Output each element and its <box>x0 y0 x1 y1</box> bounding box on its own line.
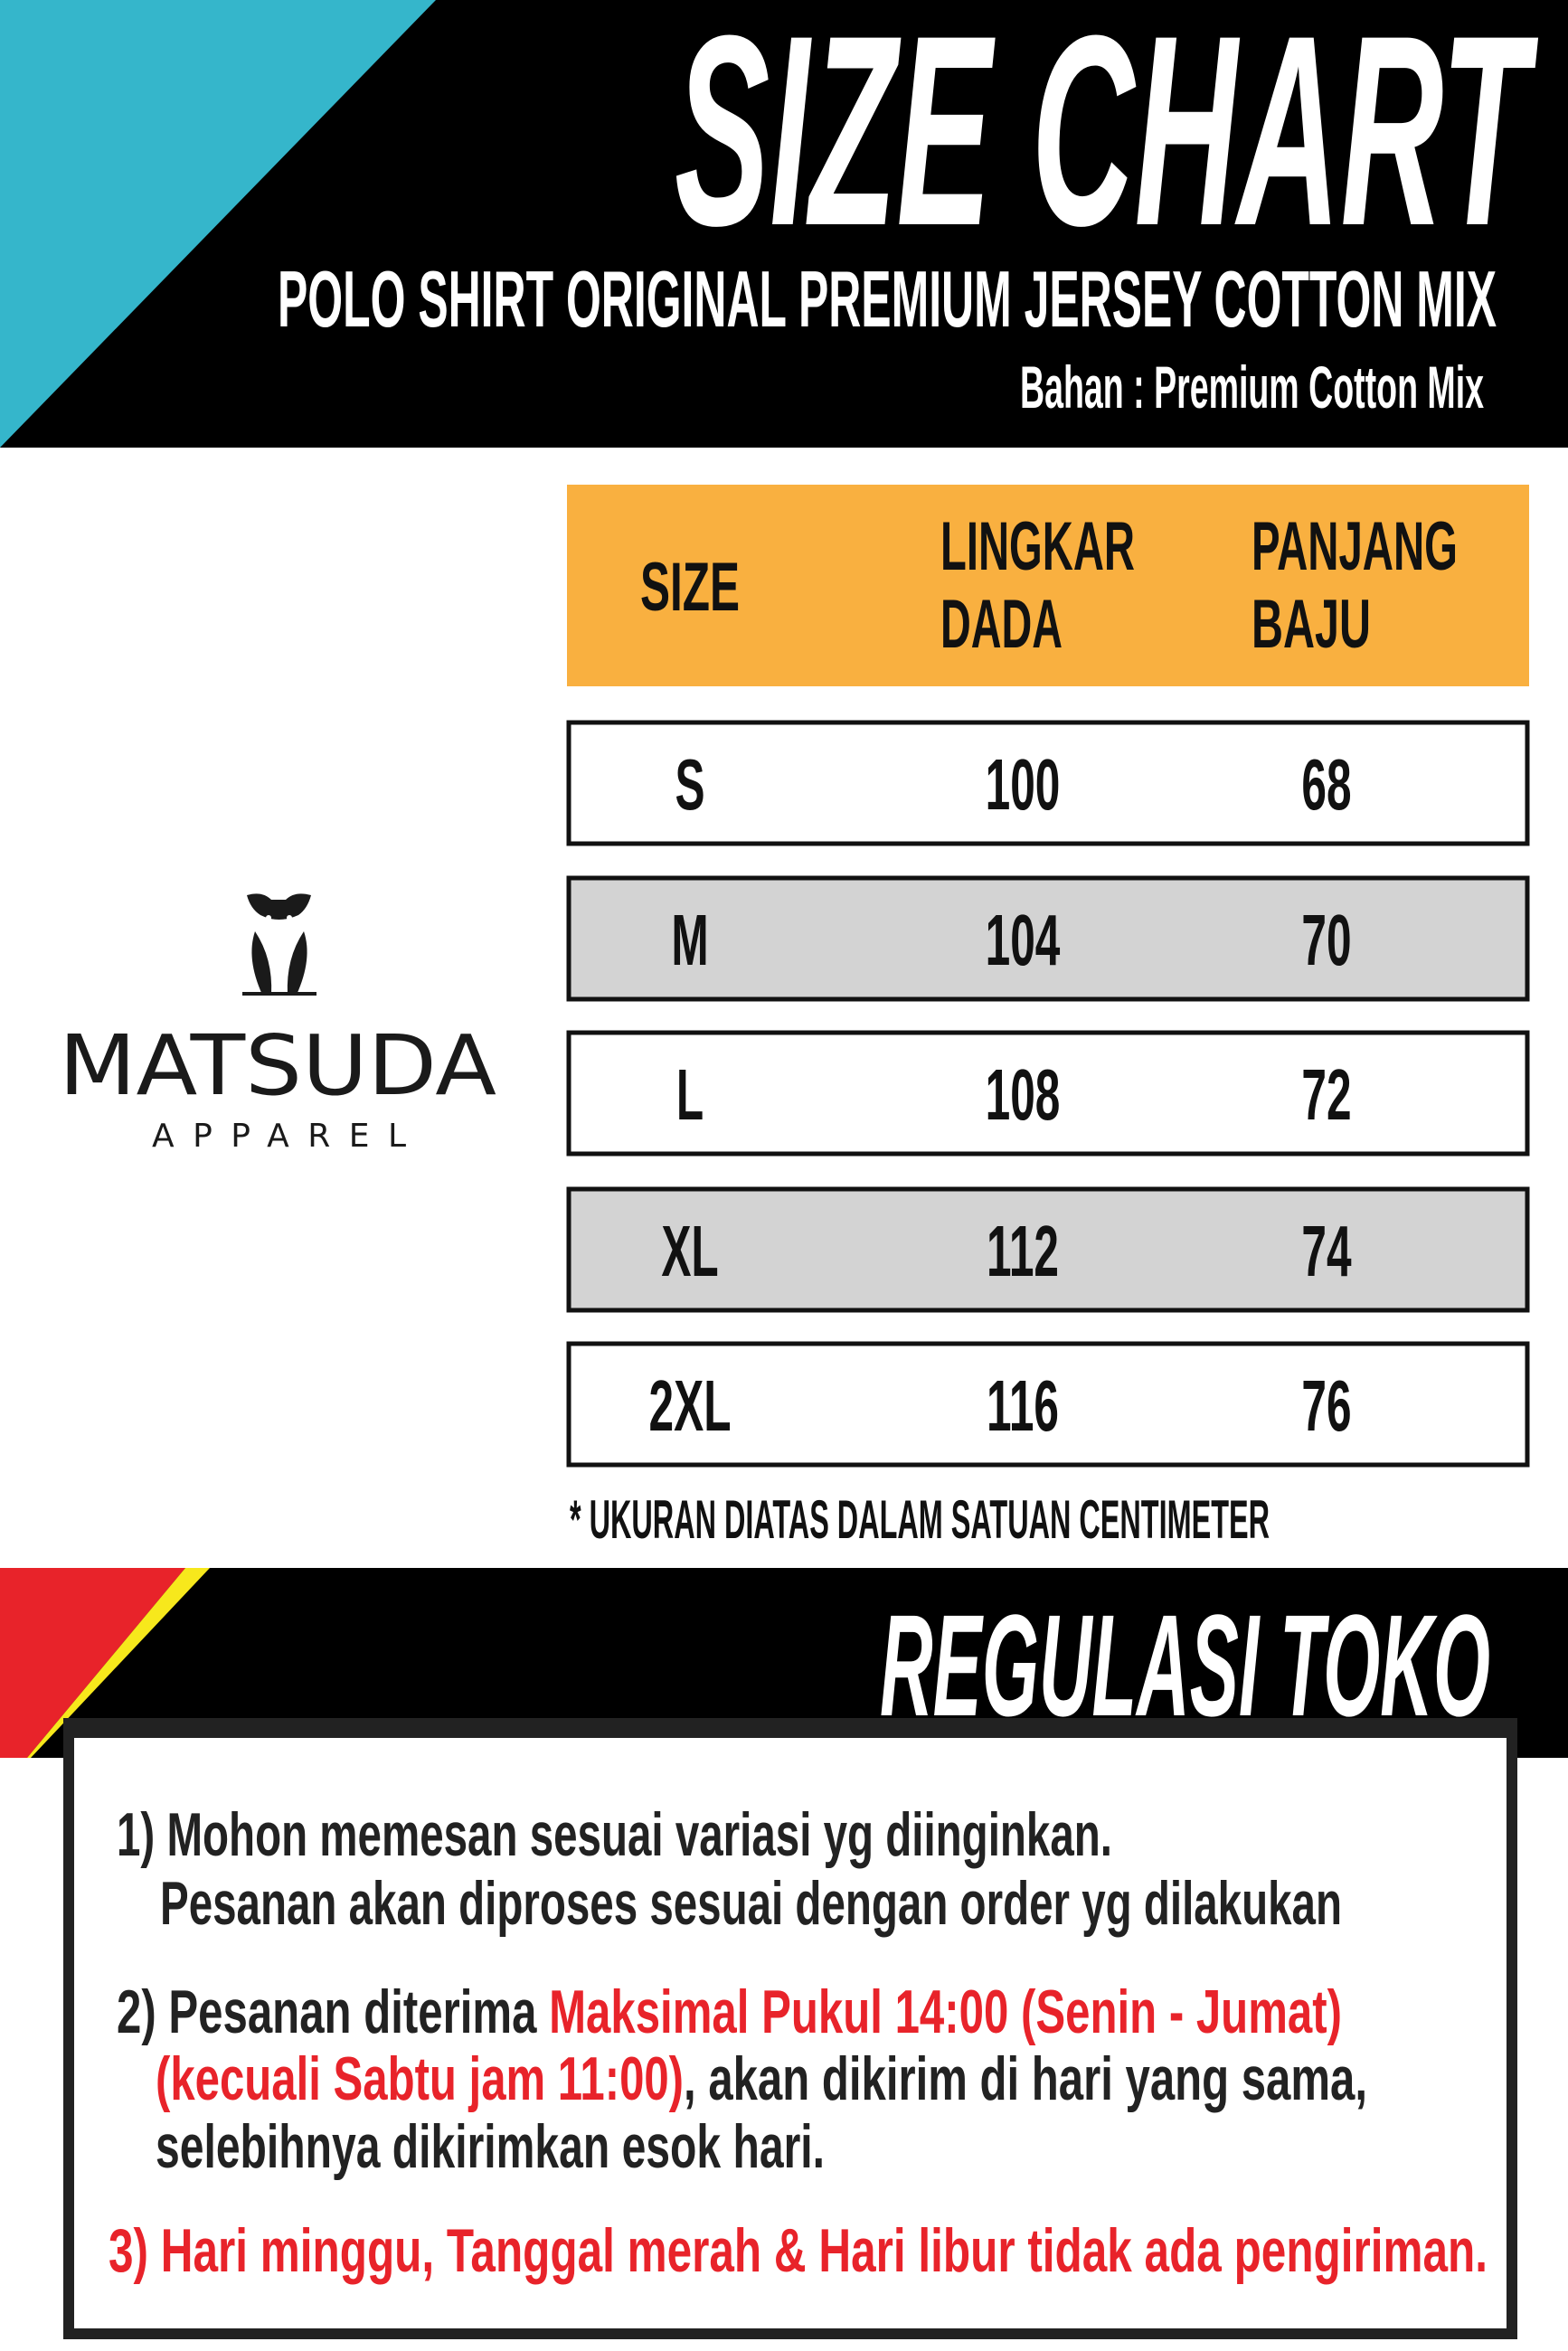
cell-chest: 112 <box>987 1212 1059 1292</box>
cell-chest: 100 <box>986 745 1061 826</box>
yellow-stripe <box>27 1568 210 1758</box>
cell-chest: 104 <box>986 901 1061 981</box>
regulations-list: 1) Mohon memesan sesuai variasi yg diing… <box>109 1800 1488 2285</box>
row-background <box>566 720 1530 846</box>
cell-size: S <box>675 745 704 826</box>
rule-1-line-1: 1) Mohon memesan sesuai variasi yg diing… <box>117 1800 1112 1869</box>
table-row: S 100 68 <box>566 720 1530 846</box>
rule-2-line-3: selebihnya dikirimkan esok hari. <box>156 2112 825 2181</box>
brand-logo: MATSUDA APPAREL <box>59 893 496 1155</box>
brand-name: MATSUDA <box>59 1017 496 1114</box>
subtitle: POLO SHIRT ORIGINAL PREMIUM JERSEY COTTO… <box>278 254 1497 344</box>
red-stripe <box>0 1568 185 1758</box>
row-background <box>566 1030 1530 1157</box>
cell-size: XL <box>661 1212 718 1292</box>
table-header: SIZE LINGKAR DADA PANJANG BAJU <box>567 485 1529 686</box>
cell-length: 68 <box>1301 745 1351 826</box>
table-row: M 104 70 <box>566 875 1530 1002</box>
row-background <box>566 1341 1530 1468</box>
rule-2-line-1: 2) Pesanan diterima Maksimal Pukul 14:00… <box>117 1978 1342 2046</box>
column-header-chest-2: DADA <box>940 586 1063 663</box>
row-background <box>566 875 1530 1002</box>
cell-chest: 108 <box>986 1055 1061 1136</box>
page-title: SIZE CHART <box>675 0 1539 282</box>
rule-2-text: 2) Pesanan diterima <box>117 1978 549 2046</box>
rule-3: 3) Hari minggu, Tanggal merah & Hari lib… <box>109 2216 1488 2285</box>
row-background <box>566 1186 1530 1313</box>
cell-length: 70 <box>1301 901 1351 981</box>
column-header-chest-1: LINGKAR <box>940 508 1135 585</box>
rule-2-deadline: Maksimal Pukul 14:00 (Senin - Jumat) <box>549 1978 1342 2046</box>
table-footnote: * UKURAN DIATAS DALAM SATUAN CENTIMETER <box>570 1489 1270 1550</box>
table-row: 2XL 116 76 <box>566 1341 1530 1468</box>
table-row: XL 112 74 <box>566 1186 1530 1313</box>
rule-2-same-day: , akan dikirim di hari yang sama, <box>684 2044 1367 2113</box>
rule-1-line-2: Pesanan akan diproses sesuai dengan orde… <box>160 1869 1342 1938</box>
material-text: Bahan : Premium Cotton Mix <box>1020 354 1484 420</box>
cell-size: 2XL <box>649 1366 732 1447</box>
owl-icon <box>242 893 316 996</box>
cell-chest: 116 <box>987 1366 1059 1447</box>
rule-2-line-2: (kecuali Sabtu jam 11:00), akan dikirim … <box>156 2044 1367 2113</box>
cell-length: 74 <box>1301 1212 1351 1292</box>
table-body: S 100 68 M 104 70 L 108 72 XL 112 74 2XL 116 76 <box>566 720 1530 1468</box>
cell-size: M <box>671 901 708 981</box>
regulations-box <box>63 1718 1517 2339</box>
cell-length: 76 <box>1301 1366 1351 1447</box>
rule-2-saturday: (kecuali Sabtu jam 11:00) <box>156 2044 684 2113</box>
column-header-length-2: BAJU <box>1252 586 1371 663</box>
column-header-size: SIZE <box>640 549 740 626</box>
cell-size: L <box>676 1055 704 1136</box>
cell-length: 72 <box>1301 1055 1351 1136</box>
brand-tagline: APPAREL <box>152 1118 406 1155</box>
cyan-triangle <box>0 0 436 448</box>
table-row: L 108 72 <box>566 1030 1530 1157</box>
column-header-length-1: PANJANG <box>1252 508 1458 585</box>
